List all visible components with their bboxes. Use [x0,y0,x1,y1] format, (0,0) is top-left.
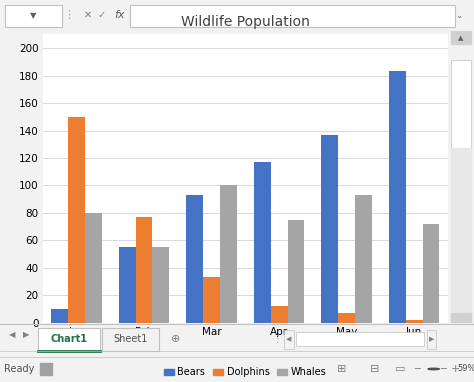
Text: ⋮: ⋮ [273,334,282,344]
Text: ▭: ▭ [395,364,406,374]
Bar [450,60,471,148]
Bar [85,213,102,323]
Bar [51,309,68,323]
Bar [203,277,220,323]
Bar [423,224,439,323]
Bar [406,320,423,323]
FancyBboxPatch shape [102,327,159,351]
Text: Chart1: Chart1 [50,334,87,344]
Bar [355,195,372,323]
Text: ⊟: ⊟ [370,364,379,374]
Bar [186,195,203,323]
Text: ◀: ◀ [9,330,15,339]
Text: ▲: ▲ [458,35,464,41]
Text: fx: fx [114,10,125,20]
Bar [450,31,471,44]
Bar [153,247,169,323]
Bar [68,117,85,323]
Bar [40,363,52,375]
Bar [389,71,406,323]
Text: +: + [450,364,460,374]
Text: 59%: 59% [457,364,474,374]
Text: ⌄: ⌄ [456,11,462,19]
FancyBboxPatch shape [5,5,62,27]
Bar [271,306,288,323]
Text: ⊕: ⊕ [171,334,180,344]
Bar [254,162,271,323]
Text: ⊞: ⊞ [337,364,346,374]
Bar [288,220,304,323]
Text: ◀: ◀ [286,337,292,342]
FancyBboxPatch shape [38,327,100,351]
Text: ✕: ✕ [83,10,92,20]
Title: Wildlife Population: Wildlife Population [181,15,310,29]
Text: Sheet1: Sheet1 [113,334,147,344]
Text: ⋮: ⋮ [63,10,74,20]
FancyBboxPatch shape [427,330,436,349]
FancyBboxPatch shape [296,332,424,346]
Bar [220,185,237,323]
Text: ▶: ▶ [428,337,434,342]
Text: ▶: ▶ [23,330,29,339]
Bar [450,312,471,323]
Text: ─: ─ [440,364,446,374]
FancyBboxPatch shape [130,5,455,27]
Bar [118,247,136,323]
Bar [450,148,471,323]
Text: Ready: Ready [4,364,34,374]
Bar [338,313,355,323]
Bar [321,134,338,323]
Text: ─: ─ [414,364,420,374]
Text: ✓: ✓ [98,10,106,20]
Circle shape [428,368,439,370]
Legend: Bears, Dolphins, Whales: Bears, Dolphins, Whales [160,364,331,381]
Text: ▼: ▼ [30,11,36,19]
Bar [136,217,153,323]
FancyBboxPatch shape [284,330,294,349]
